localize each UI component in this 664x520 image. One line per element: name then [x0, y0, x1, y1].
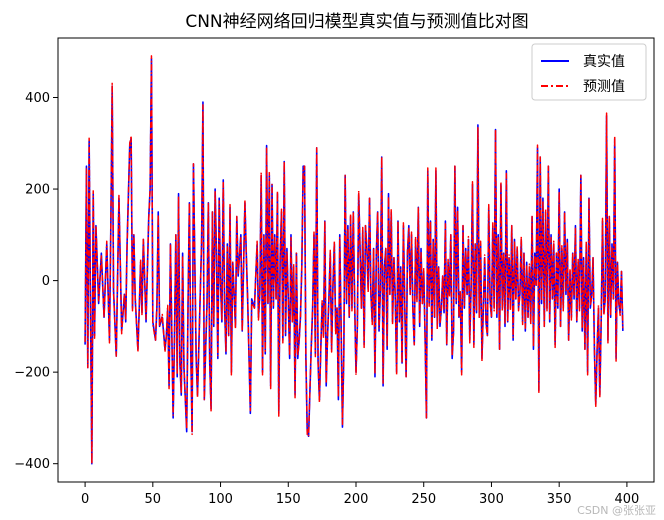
y-tick-label-4: 400 [25, 91, 50, 106]
series-layer [84, 55, 624, 465]
x-tick-label-6: 300 [479, 492, 504, 507]
legend: 真实值 预测值 [531, 43, 647, 101]
x-axis: 0 50 100 150 200 250 300 350 400 [81, 482, 639, 507]
x-tick-label-1: 50 [145, 492, 162, 507]
x-tick-label-7: 350 [547, 492, 572, 507]
x-tick-label-2: 100 [208, 492, 233, 507]
x-tick-label-8: 400 [614, 492, 639, 507]
chart-title: CNN神经网络回归模型真实值与预测值比对图 [185, 12, 528, 32]
x-tick-label-5: 250 [411, 492, 436, 507]
y-axis: −400 −200 0 200 400 [14, 91, 58, 472]
y-tick-label-0: −400 [14, 457, 50, 472]
x-tick-label-4: 200 [344, 492, 369, 507]
y-tick-label-1: −200 [14, 366, 50, 381]
x-tick-label-3: 150 [276, 492, 301, 507]
legend-label-true: 真实值 [583, 54, 625, 70]
legend-label-pred: 预测值 [583, 79, 625, 95]
x-tick-label-0: 0 [81, 492, 89, 507]
y-tick-label-3: 200 [25, 183, 50, 198]
series-line-1 [84, 55, 624, 465]
y-tick-label-2: 0 [42, 274, 50, 289]
watermark: CSDN @张张亚 [577, 504, 656, 517]
